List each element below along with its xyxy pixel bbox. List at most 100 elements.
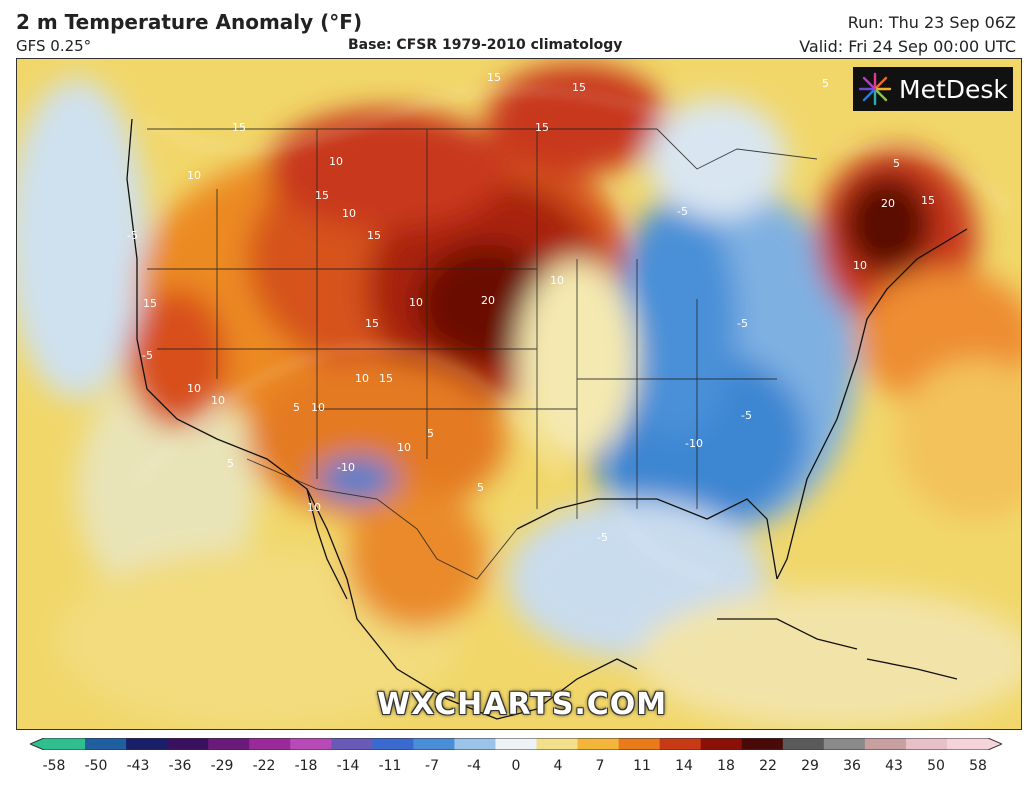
scale-tick-label: -14: [336, 758, 360, 774]
scale-tick-label: 50: [927, 758, 945, 774]
contour-label: 5: [227, 457, 234, 470]
scale-tick-label: 36: [843, 758, 861, 774]
contour-label: 10: [397, 441, 411, 454]
contour-label: 10: [211, 394, 225, 407]
scale-tick-label: -36: [168, 758, 192, 774]
contour-label: 10: [311, 401, 325, 414]
scale-tick-label: 14: [675, 758, 693, 774]
contour-label: 5: [427, 427, 434, 440]
scale-color-segment: [126, 738, 168, 750]
contour-label: 15: [535, 121, 549, 134]
state-borders: [147, 128, 818, 580]
scale-color-segment: [946, 738, 989, 750]
scale-arrow-right: [988, 738, 1002, 750]
scale-tick-label: 4: [553, 758, 563, 774]
contour-label: 15: [487, 71, 501, 84]
contour-label: 15: [921, 194, 935, 207]
scale-tick-label: -22: [252, 758, 276, 774]
scale-color-segment: [413, 738, 455, 750]
contour-label: 10: [329, 155, 343, 168]
contour-label: 5: [822, 77, 829, 90]
scale-color-segment: [208, 738, 250, 750]
scale-color-segment: [905, 738, 948, 750]
anomaly-map-canvas: 15 15 15 10 15 10 15 10 10 20 15 10 5 10…: [17, 59, 1021, 729]
contour-label: 5: [893, 157, 900, 170]
scale-tick-label: -7: [425, 758, 439, 774]
scale-tick-label: -18: [294, 758, 318, 774]
contour-label: -5: [142, 349, 153, 362]
contour-label: 5: [293, 401, 300, 414]
scale-color-segment: [290, 738, 332, 750]
contour-label: 15: [232, 121, 246, 134]
scale-tick-label: 0: [511, 758, 521, 774]
scale-color-segment: [618, 738, 661, 750]
scale-color-segment: [864, 738, 907, 750]
scale-tick-label: -43: [126, 758, 150, 774]
contour-label: 10: [307, 501, 321, 514]
contour-label: -5: [677, 205, 688, 218]
scale-color-segment: [249, 738, 291, 750]
model-label: GFS 0.25°: [16, 37, 92, 55]
contour-label: 15: [367, 229, 381, 242]
logo-text: MetDesk: [899, 74, 1008, 104]
scale-tick-label: 22: [759, 758, 777, 774]
scale-color-segment: [577, 738, 620, 750]
color-scale-labels: -58 -50 -43 -36 -29 -22 -18 -14 -11 -7 -4 0 4 7 11 14 18…: [30, 758, 1002, 778]
scale-color-segment: [741, 738, 784, 750]
scale-tick-label: 29: [801, 758, 819, 774]
run-time: Run: Thu 23 Sep 06Z: [847, 13, 1016, 32]
starburst-logo-icon: [858, 72, 892, 106]
coastlines: [126, 118, 968, 720]
contour-label: -5: [597, 531, 608, 544]
scale-tick-label: -11: [378, 758, 402, 774]
contour-label: 15: [143, 297, 157, 310]
valid-time: Valid: Fri 24 Sep 00:00 UTC: [799, 37, 1016, 56]
contour-label: -5: [737, 317, 748, 330]
contour-label: 15: [365, 317, 379, 330]
scale-color-segment: [823, 738, 866, 750]
contour-label: 10: [342, 207, 356, 220]
site-watermark: WXCHARTS.COM: [377, 687, 668, 722]
contour-label: 5: [477, 481, 484, 494]
contour-label: 15: [379, 372, 393, 385]
scale-color-segment: [372, 738, 414, 750]
contour-label: -10: [337, 461, 355, 474]
scale-color-segment: [782, 738, 825, 750]
scale-color-segment: [331, 738, 373, 750]
metdesk-logo: MetDesk: [853, 67, 1013, 111]
scale-color-segment: [85, 738, 127, 750]
contour-label: 10: [409, 296, 423, 309]
scale-tick-label: -50: [84, 758, 108, 774]
contour-labels: 15 15 15 10 15 10 15 10 10 20 15 10 5 10…: [127, 71, 935, 544]
contour-label: 10: [355, 372, 369, 385]
scale-color-segment: [454, 738, 496, 750]
contour-label: 10: [187, 169, 201, 182]
scale-color-segment: [44, 738, 86, 750]
scale-tick-label: 11: [633, 758, 651, 774]
contour-label: 15: [572, 81, 586, 94]
scale-tick-label: -29: [210, 758, 234, 774]
contour-label: -10: [685, 437, 703, 450]
scale-tick-label: -4: [467, 758, 481, 774]
color-scale-bar: [30, 738, 1002, 750]
scale-tick-label: -58: [42, 758, 66, 774]
scale-color-segment: [659, 738, 702, 750]
scale-color-segment: [536, 738, 579, 750]
contour-label: 20: [881, 197, 895, 210]
scale-color-segment: [700, 738, 743, 750]
contour-label: 20: [481, 294, 495, 307]
scale-color-segment: [167, 738, 209, 750]
contour-label: 10: [550, 274, 564, 287]
scale-color-segment: [495, 738, 538, 750]
scale-tick-label: 58: [969, 758, 987, 774]
contour-label: 10: [187, 382, 201, 395]
scale-tick-label: 18: [717, 758, 735, 774]
scale-arrow-left: [30, 738, 44, 750]
contour-label: 15: [315, 189, 329, 202]
contour-label: -5: [741, 409, 752, 422]
climatology-base: Base: CFSR 1979-2010 climatology: [348, 37, 623, 53]
scale-tick-label: 7: [595, 758, 605, 774]
anomaly-map[interactable]: 15 15 15 10 15 10 15 10 10 20 15 10 5 10…: [16, 58, 1022, 730]
contour-label: -5: [127, 229, 138, 242]
chart-title: 2 m Temperature Anomaly (°F): [16, 10, 363, 34]
